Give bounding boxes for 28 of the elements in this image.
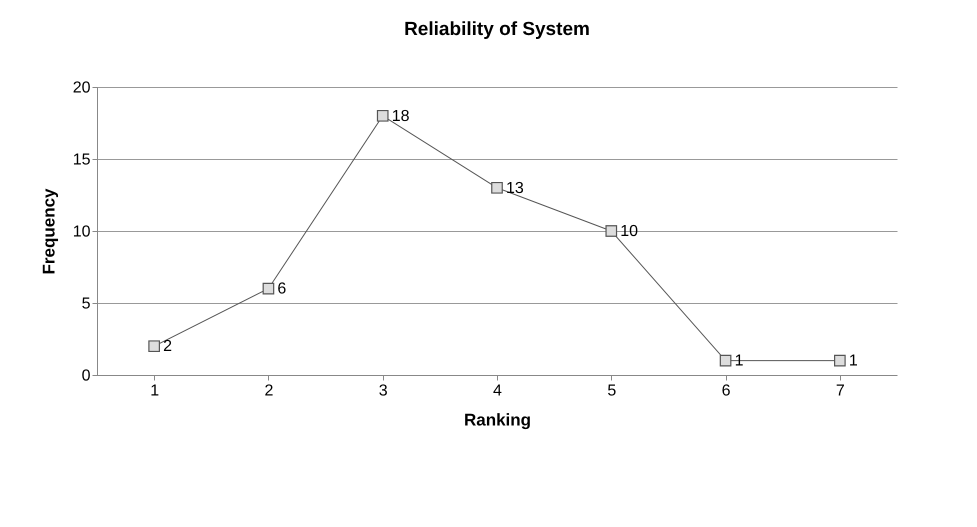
x-tick-label: 7 <box>836 382 845 400</box>
x-axis-title: Ranking <box>464 410 532 430</box>
point <box>720 354 732 366</box>
x-tick-label: 3 <box>378 382 388 400</box>
y-tick-label: 0 <box>82 368 91 384</box>
point <box>262 282 274 294</box>
x-tick-label: 4 <box>493 382 502 400</box>
point <box>491 182 503 194</box>
y-tick-label: 10 <box>72 224 91 240</box>
x-tick-label: 1 <box>150 382 160 400</box>
data-label: 18 <box>392 108 410 125</box>
data-label: 2 <box>163 338 172 356</box>
data-label: 13 <box>506 180 524 197</box>
point <box>376 110 389 122</box>
data-label: 1 <box>848 352 858 370</box>
x-tick-label: 6 <box>722 382 731 400</box>
x-tick-label: 5 <box>607 382 616 400</box>
point <box>148 340 160 352</box>
y-axis-title: Frequency <box>40 188 59 274</box>
y-tick-label: 15 <box>72 152 91 168</box>
x-tick-label: 2 <box>264 382 274 400</box>
data-label: 6 <box>277 280 286 298</box>
y-tick-label: 5 <box>82 296 91 312</box>
point <box>834 354 846 366</box>
data-label: 10 <box>620 223 638 240</box>
chart-title: Reliability of System <box>404 19 590 40</box>
point <box>605 225 618 237</box>
y-tick-label: 20 <box>72 80 91 96</box>
